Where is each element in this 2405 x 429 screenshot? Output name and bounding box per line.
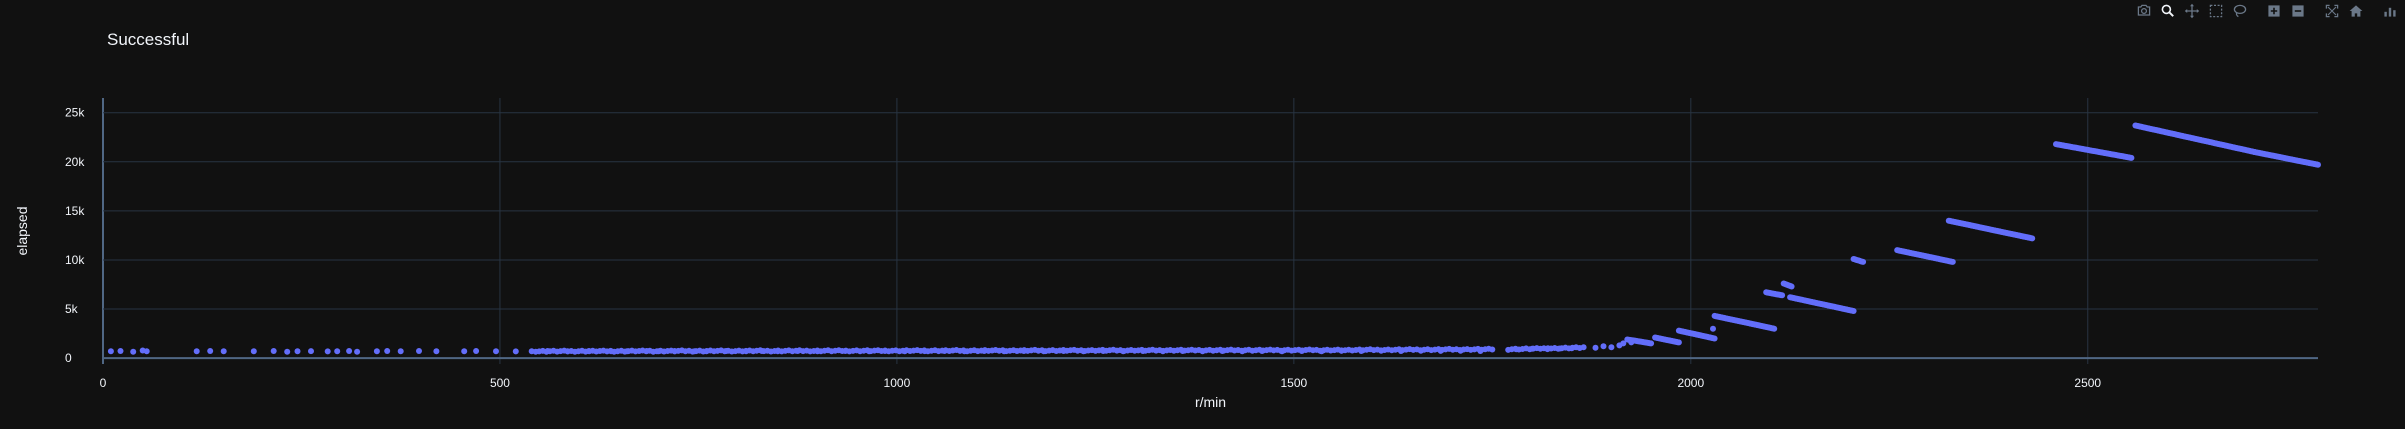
data-point[interactable] — [1711, 335, 1718, 342]
data-point[interactable] — [220, 348, 227, 355]
zoom-button[interactable] — [2157, 2, 2179, 20]
reset-axes-button[interactable] — [2345, 2, 2367, 20]
data-point[interactable] — [493, 348, 499, 355]
x-tick-label: 2500 — [2074, 376, 2101, 390]
data-point[interactable] — [1675, 339, 1682, 346]
data-point[interactable] — [473, 348, 480, 354]
data-point[interactable] — [1576, 345, 1583, 351]
lasso-button[interactable] — [2229, 2, 2251, 20]
data-point[interactable] — [207, 348, 214, 354]
data-point[interactable] — [270, 348, 277, 354]
data-point[interactable] — [461, 348, 468, 355]
data-point[interactable] — [1710, 325, 1716, 332]
camera-button[interactable] — [2133, 2, 2155, 20]
box-select-icon — [2209, 4, 2223, 18]
y-tick-label: 15k — [65, 204, 85, 218]
data-point[interactable] — [1648, 340, 1655, 347]
zoom-in-button[interactable] — [2263, 2, 2285, 20]
data-point[interactable] — [250, 348, 257, 355]
autoscale-icon — [2325, 4, 2339, 18]
data-point[interactable] — [130, 348, 137, 355]
data-point[interactable] — [1771, 325, 1778, 332]
data-point[interactable] — [397, 348, 404, 355]
camera-icon — [2137, 4, 2151, 16]
data-point[interactable] — [346, 348, 353, 354]
x-tick-label: 0 — [100, 376, 107, 390]
data-point[interactable] — [373, 348, 380, 355]
data-point[interactable] — [1608, 344, 1615, 351]
y-tick-label: 10k — [65, 253, 85, 267]
x-tick-label: 1500 — [1281, 376, 1308, 390]
zoom-icon — [2161, 4, 2174, 17]
data-point[interactable] — [512, 348, 519, 355]
x-tick-label: 2000 — [1677, 376, 1704, 390]
data-point[interactable] — [1620, 340, 1627, 347]
data-point[interactable] — [284, 348, 291, 355]
zoom-out-icon — [2292, 5, 2304, 17]
zoom-out-button[interactable] — [2287, 2, 2309, 20]
data-point[interactable] — [2128, 154, 2135, 161]
data-point[interactable] — [324, 348, 331, 355]
data-point[interactable] — [1788, 283, 1795, 290]
x-tick-label: 1000 — [884, 376, 911, 390]
chart-title: Successful — [107, 30, 190, 49]
data-point[interactable] — [1779, 292, 1786, 299]
data-point[interactable] — [416, 348, 422, 354]
box-select-button[interactable] — [2205, 2, 2227, 20]
data-point[interactable] — [117, 348, 124, 354]
data-point[interactable] — [2315, 161, 2321, 168]
data-point[interactable] — [308, 348, 314, 355]
data-point[interactable] — [1600, 343, 1607, 350]
y-tick-label: 25k — [65, 106, 85, 120]
data-point[interactable] — [1860, 258, 1867, 265]
pan-button[interactable] — [2181, 2, 2203, 20]
y-tick-label: 20k — [65, 155, 85, 169]
plotly-logo-icon — [2384, 7, 2396, 17]
data-point[interactable] — [193, 348, 200, 355]
data-point[interactable] — [143, 348, 150, 355]
data-point[interactable] — [1850, 308, 1857, 314]
data-point[interactable] — [294, 348, 301, 355]
data-point[interactable] — [354, 348, 361, 355]
data-point[interactable] — [384, 348, 391, 354]
zoom-in-icon — [2268, 5, 2280, 17]
data-point[interactable] — [2029, 235, 2036, 242]
data-point[interactable] — [433, 348, 440, 355]
modebar — [2133, 2, 2401, 20]
data-point[interactable] — [1592, 344, 1599, 351]
plotly-logo-button[interactable] — [2379, 2, 2401, 20]
data-point[interactable] — [1489, 346, 1496, 353]
x-axis-title: r/min — [1195, 394, 1226, 410]
y-tick-label: 0 — [65, 351, 72, 365]
reset-axes-icon — [2349, 5, 2363, 17]
y-tick-label: 5k — [65, 302, 79, 316]
data-point[interactable] — [107, 348, 114, 355]
lasso-icon — [2233, 4, 2247, 18]
pan-icon — [2184, 3, 2200, 19]
data-point[interactable] — [1949, 258, 1956, 265]
x-tick-label: 500 — [490, 376, 510, 390]
autoscale-button[interactable] — [2321, 2, 2343, 20]
y-axis-title: elapsed — [14, 206, 30, 255]
data-point[interactable] — [334, 348, 341, 355]
